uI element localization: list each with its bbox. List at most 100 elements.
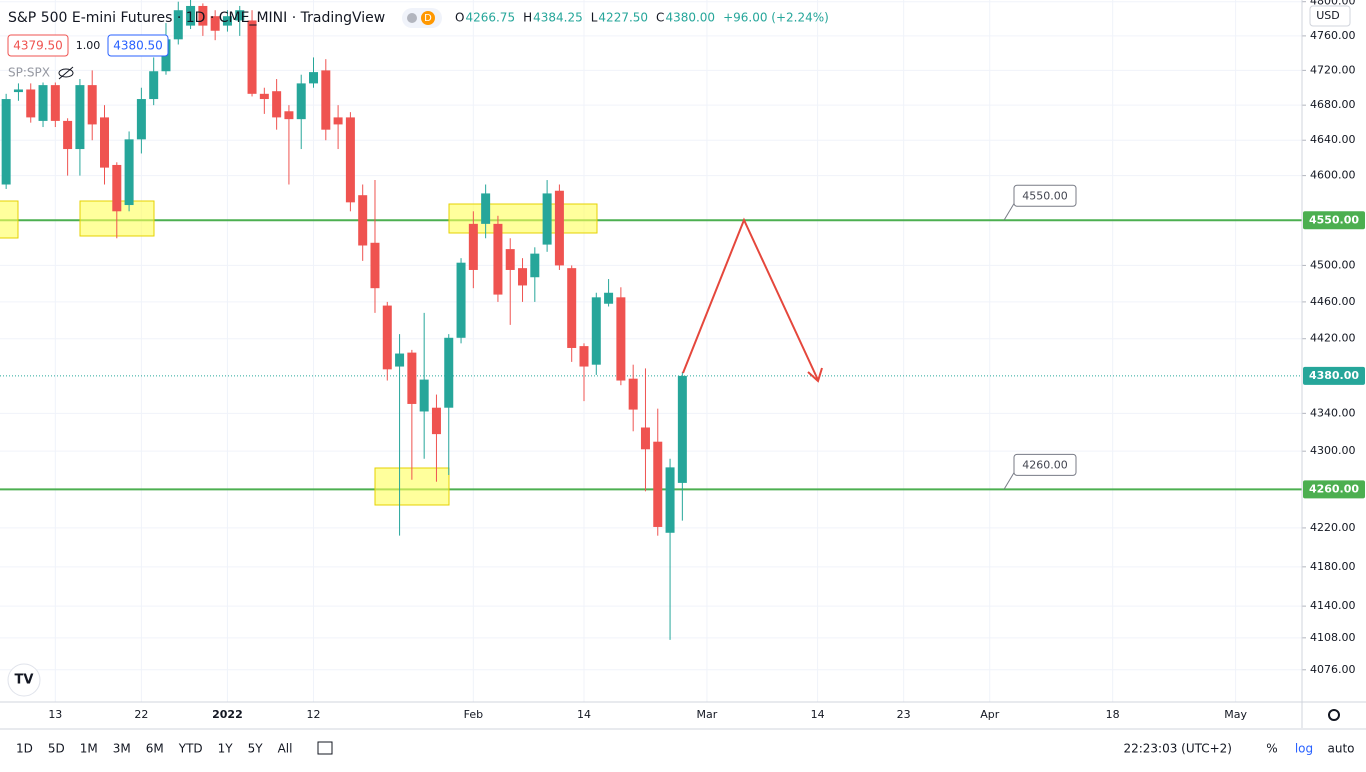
eye-icon[interactable] — [58, 66, 74, 80]
candle-body — [75, 85, 85, 150]
spread: 1.00 — [76, 39, 101, 52]
y-tick-label: 4108.00 — [1310, 631, 1356, 644]
candle-body — [296, 83, 306, 120]
candle-body — [1, 99, 11, 185]
candle-body — [100, 117, 110, 168]
candle-body — [13, 89, 23, 93]
callout-box — [1013, 184, 1077, 207]
auto-toggle[interactable]: auto — [1327, 742, 1354, 756]
candle-body — [309, 72, 319, 84]
range-button[interactable]: 5Y — [248, 742, 264, 756]
y-tick-label: 4180.00 — [1310, 560, 1356, 573]
bid-box[interactable] — [7, 34, 69, 57]
candle-body — [579, 346, 589, 367]
y-tick-label: 4420.00 — [1310, 332, 1356, 345]
ohlc-value: 4384.25 — [533, 11, 583, 25]
candle-body — [530, 253, 540, 278]
candle-body — [370, 242, 380, 289]
price-badge — [1303, 211, 1365, 230]
price-badge-label: 4550.00 — [1309, 213, 1359, 226]
x-tick-label: 18 — [1106, 708, 1120, 721]
candle-body — [136, 99, 146, 140]
y-tick-label: 4800.00 — [1310, 0, 1356, 8]
badge: D — [424, 13, 432, 24]
change: +96.00 (+2.24%) — [723, 11, 829, 25]
arrow-head — [807, 367, 823, 383]
settings-icon[interactable] — [1328, 709, 1340, 721]
y-tick-label: 4300.00 — [1310, 444, 1356, 457]
range-button[interactable]: 1M — [80, 742, 98, 756]
clock: 22:23:03 (UTC+2) — [1123, 742, 1232, 756]
candle-body — [272, 91, 282, 118]
candle-body — [38, 85, 48, 121]
x-tick-label: Apr — [980, 708, 1000, 721]
ohlc-key: C — [656, 11, 664, 25]
candle-body — [468, 223, 478, 270]
ohlc-legend: O 4266.75 H 4384.25 L 4227.50 C 4380.00 +96.00 (… — [455, 11, 829, 25]
candle-body — [358, 195, 368, 246]
y-tick-label: 4680.00 — [1310, 98, 1356, 111]
zone — [0, 200, 19, 239]
candle-body — [87, 85, 97, 125]
candle-body — [210, 16, 220, 31]
y-tick-label: 4600.00 — [1310, 169, 1356, 182]
percent-toggle[interactable]: % — [1266, 742, 1277, 756]
range-button[interactable]: All — [278, 742, 293, 756]
x-tick-label: 13 — [48, 708, 62, 721]
x-tick-label: 22 — [134, 708, 148, 721]
candle-body — [407, 352, 417, 404]
candle-body — [419, 379, 429, 412]
candle-body — [640, 427, 650, 450]
range-button[interactable]: 1Y — [218, 742, 234, 756]
y-tick-label: 4460.00 — [1310, 295, 1356, 308]
overlay: 4800.00 4760.00 4720.00 4680.00 4640.00 4600.… — [48, 0, 1365, 721]
x-tick-label: 14 — [577, 708, 591, 721]
x-tick-label: Mar — [697, 708, 718, 721]
candle-body — [247, 20, 257, 94]
last-price-badge — [1303, 366, 1365, 385]
candle-body — [604, 292, 614, 304]
candle-body — [444, 337, 454, 408]
candle-body — [198, 5, 208, 26]
candle-body — [493, 223, 503, 295]
toolbar: 1D 5D 1M 3M 6M YTD 1Y 5Y All — [16, 742, 292, 756]
candle-body — [333, 117, 343, 125]
candle-body — [628, 378, 638, 410]
y-tick-label: 4220.00 — [1310, 521, 1356, 534]
currency[interactable]: USD — [1316, 9, 1340, 22]
x-tick-label: 14 — [811, 708, 825, 721]
range-button[interactable]: YTD — [178, 742, 203, 756]
bid[interactable]: 4379.50 — [13, 39, 63, 53]
currency-select[interactable] — [1309, 5, 1351, 27]
last-price-label: 4380.00 — [1309, 369, 1359, 382]
log-toggle[interactable]: log — [1295, 742, 1313, 756]
candle-body — [481, 193, 491, 224]
range-button[interactable]: 6M — [146, 742, 164, 756]
x-tick-label: 23 — [897, 708, 911, 721]
ask-box[interactable] — [107, 34, 169, 57]
compare-symbol: SP:SPX — [8, 66, 50, 80]
ask[interactable]: 4380.50 — [113, 39, 163, 53]
badge-dot — [407, 13, 417, 23]
candle-body — [505, 249, 515, 270]
candle-body — [567, 268, 577, 348]
y-tick-label: 4076.00 — [1310, 663, 1356, 676]
candle-body — [259, 93, 269, 100]
candle-body — [112, 164, 122, 212]
candle-body — [63, 120, 73, 150]
candle-body — [431, 407, 441, 435]
candle-body — [321, 70, 331, 130]
range-button[interactable]: 5D — [48, 742, 65, 756]
range-button[interactable]: 3M — [113, 742, 131, 756]
candle-body — [345, 117, 355, 203]
candle-body — [616, 297, 626, 381]
ohlc-value: 4227.50 — [598, 11, 648, 25]
ohlc-value: 4266.75 — [465, 11, 515, 25]
candles — [1, 0, 687, 640]
range-button[interactable]: 1D — [16, 742, 33, 756]
y-tick-label: 4640.00 — [1310, 133, 1356, 146]
date-range-icon[interactable] — [317, 741, 333, 755]
candle-body — [26, 89, 36, 118]
projection-arrow — [682, 217, 819, 381]
candle-body — [222, 16, 232, 26]
